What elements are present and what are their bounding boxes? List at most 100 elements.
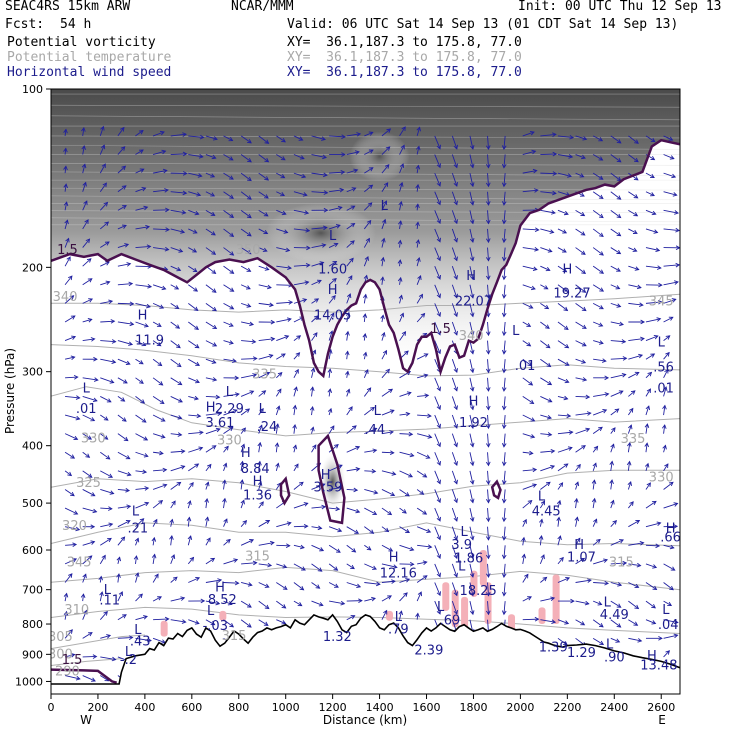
wind-arrowhead	[580, 154, 586, 160]
wind-vector	[205, 340, 217, 347]
wind-vector	[540, 465, 555, 472]
wind-arrowhead	[125, 455, 131, 460]
wind-vector	[135, 433, 148, 441]
wind-arrowhead	[239, 460, 245, 466]
wind-vector	[82, 338, 95, 342]
wind-arrowhead	[550, 448, 556, 454]
wind-vector	[540, 303, 549, 309]
wind-arrowhead	[485, 368, 491, 374]
wind-arrowhead	[601, 358, 607, 363]
wind-arrowhead	[229, 251, 235, 256]
wind-arrowhead	[485, 349, 491, 355]
wind-arrowhead	[650, 155, 656, 161]
wind-arrowhead	[120, 536, 126, 542]
wind-vector	[276, 335, 289, 342]
wind-arrowhead	[212, 342, 218, 347]
wind-arrowhead	[581, 269, 587, 275]
wind-extremum-label: L	[662, 603, 670, 618]
wind-vector	[293, 463, 299, 472]
wind-arrowhead	[634, 604, 640, 610]
wind-vector	[100, 414, 109, 421]
wind-vector	[241, 340, 256, 343]
wind-arrowhead	[655, 543, 661, 549]
wind-vector	[135, 377, 144, 384]
wind-vector	[540, 133, 556, 137]
wind-vector	[135, 502, 149, 509]
wind-vector	[503, 414, 506, 429]
y-tick-label: 500	[22, 497, 43, 510]
wind-vector	[469, 191, 474, 205]
wind-arrowhead	[197, 173, 203, 178]
wind-vector	[381, 277, 384, 285]
wind-vector	[205, 498, 208, 509]
wind-arrowhead	[598, 194, 604, 200]
wind-vector	[64, 611, 67, 620]
wind-arrowhead	[87, 435, 92, 440]
wind-arrowhead	[567, 446, 573, 451]
wind-arrowhead	[664, 368, 669, 374]
wind-arrowhead	[350, 615, 356, 620]
wind-arrowhead	[341, 152, 346, 157]
wind-vector	[188, 265, 198, 272]
wind-arrowhead	[87, 555, 93, 560]
wind-arrowhead	[556, 516, 561, 522]
strat-isentrope	[51, 104, 680, 108]
wind-vector	[469, 210, 474, 224]
wind-vector	[223, 358, 237, 362]
wind-arrowhead	[228, 426, 234, 432]
wind-arrowhead	[158, 500, 164, 505]
wind-arrowhead	[91, 677, 96, 682]
wind-arrowhead	[82, 181, 87, 187]
wind-arrowhead	[485, 256, 491, 262]
wind-vector	[364, 470, 376, 472]
wind-arrowhead	[469, 554, 475, 560]
wind-arrowhead	[485, 405, 491, 411]
wind-arrowhead	[557, 535, 562, 541]
wind-vector	[381, 563, 397, 568]
wind-vector	[487, 154, 489, 168]
wind-vector	[557, 228, 567, 234]
wind-vector	[293, 502, 308, 509]
wind-vector	[628, 390, 636, 397]
wind-vector	[645, 335, 658, 342]
wind-arrowhead	[139, 168, 145, 173]
wind-arrowhead	[84, 219, 89, 224]
wind-vector	[117, 205, 127, 211]
wind-arrowhead	[545, 481, 551, 487]
wind-arrowhead	[368, 149, 374, 154]
wind-vector	[503, 545, 506, 559]
wind-extremum-label: -.2	[120, 653, 137, 668]
wind-arrowhead	[111, 656, 117, 662]
wind-extremum-label: L	[512, 324, 520, 339]
wind-vector	[399, 126, 406, 137]
wind-vector	[434, 154, 441, 168]
wind-arrowhead	[247, 139, 252, 144]
wind-arrowhead	[305, 262, 311, 268]
wind-vector	[627, 481, 632, 490]
y-tick-label: 100	[22, 83, 43, 96]
wind-arrowhead	[141, 187, 147, 192]
wind-vector	[276, 172, 285, 179]
wind-arrowhead	[306, 245, 311, 251]
wind-vector	[399, 470, 413, 478]
wind-arrowhead	[212, 324, 218, 330]
x-axis-label: Distance (km)	[323, 713, 407, 727]
isentrope-label: 335	[252, 367, 277, 382]
wind-arrowhead	[286, 317, 292, 322]
wind-vector	[503, 563, 506, 578]
wind-vector	[434, 321, 441, 335]
wind-vector	[540, 228, 554, 233]
wind-extremum-label: L	[259, 402, 267, 417]
wind-arrowhead	[619, 539, 624, 544]
wind-vector	[522, 519, 527, 527]
wind-arrowhead	[581, 306, 587, 312]
wind-arrowhead	[211, 250, 217, 255]
wind-vector	[328, 408, 332, 416]
wind-vector	[205, 135, 218, 140]
wind-arrowhead	[669, 585, 674, 591]
wind-arrowhead	[453, 330, 458, 336]
wind-arrowhead	[580, 211, 586, 217]
wind-arrowhead	[621, 372, 627, 378]
wind-vector	[152, 484, 167, 490]
wind-arrowhead	[267, 562, 273, 568]
